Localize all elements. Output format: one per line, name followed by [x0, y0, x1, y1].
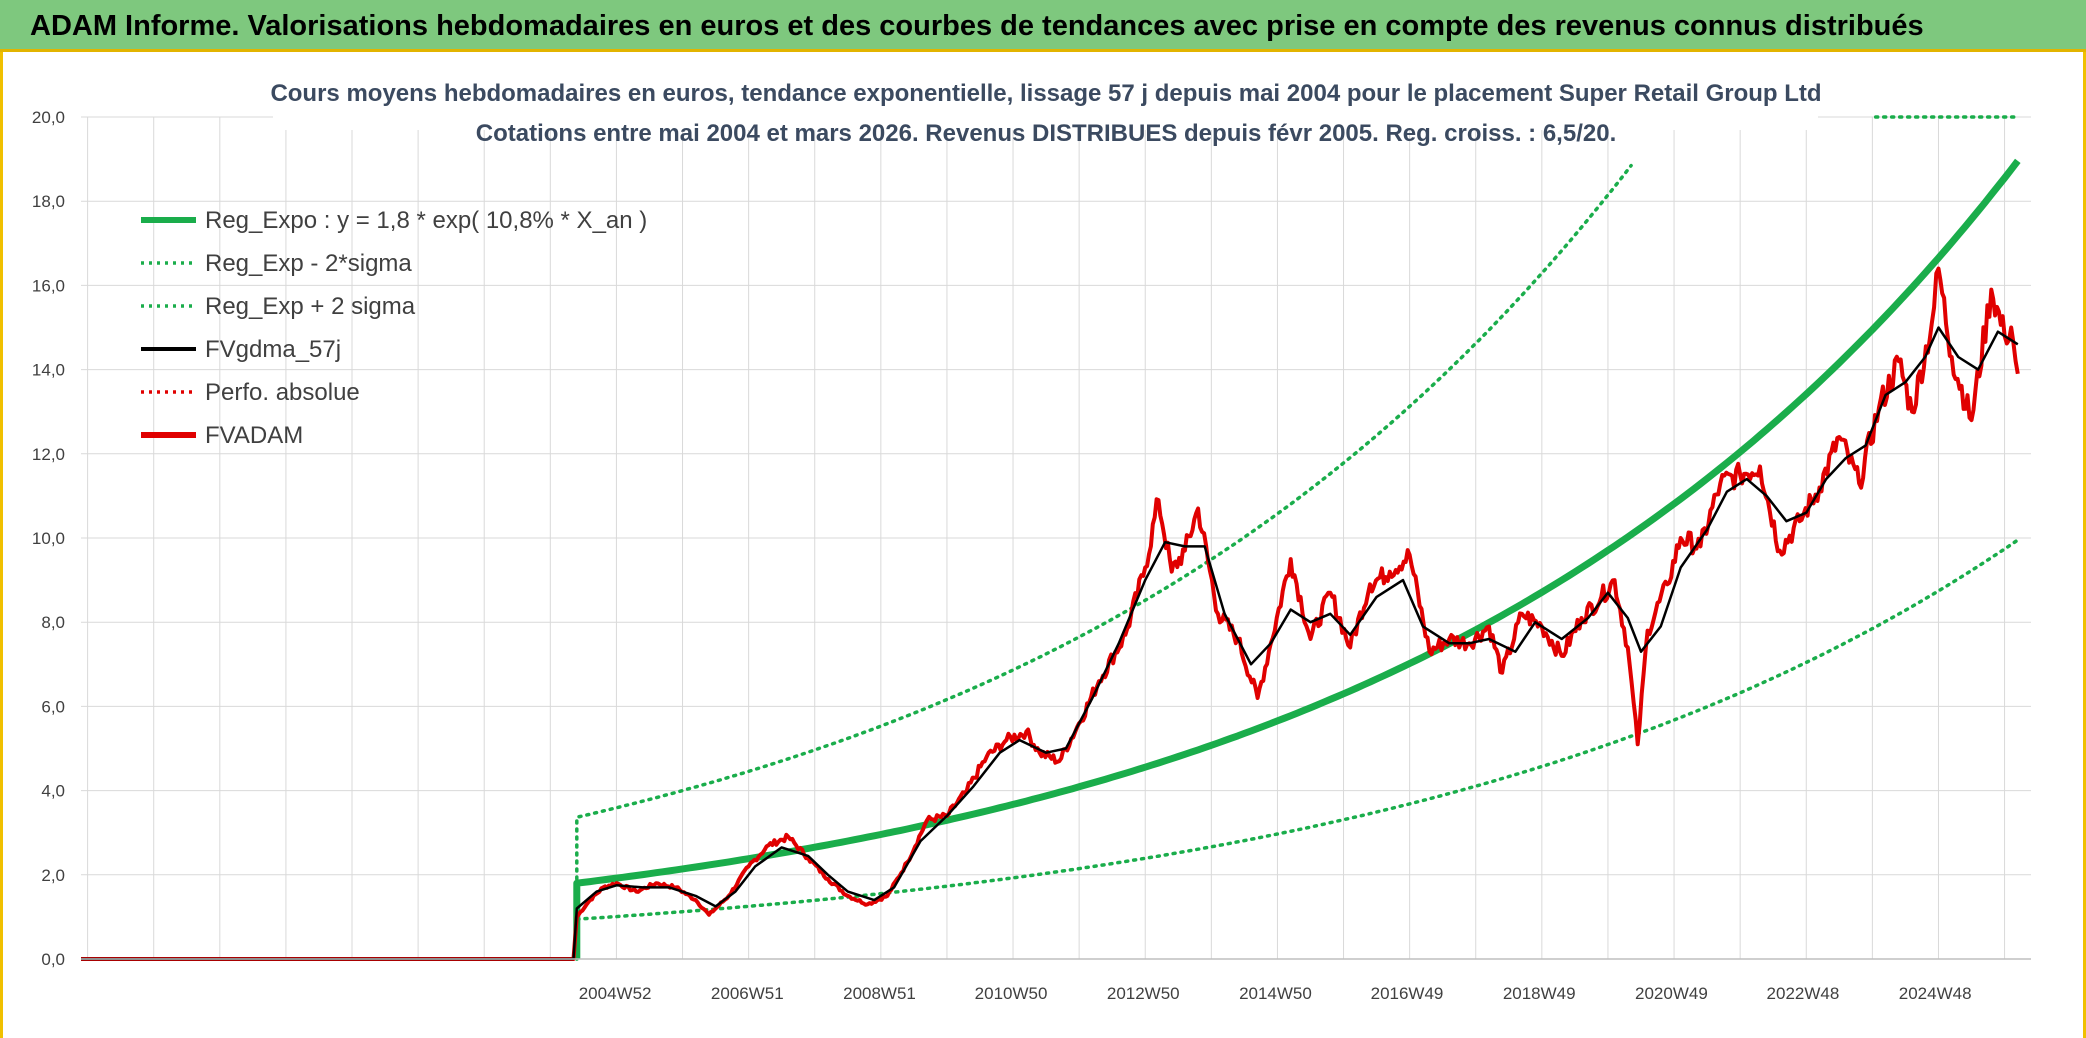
legend-label-gdma: FVgdma_57j: [205, 336, 341, 363]
series-reg-expo: [573, 158, 2021, 959]
series-fvgdma-57j: [81, 326, 2019, 961]
y-tick-label: 20,0: [32, 108, 65, 127]
x-tick-label: 2018W49: [1503, 984, 1576, 1003]
x-tick-label: 2024W48: [1899, 984, 1972, 1003]
y-tick-label: 8,0: [41, 613, 65, 632]
legend: Reg_Expo : y = 1,8 * exp( 10,8% * X_an )…: [141, 207, 647, 449]
y-tick-label: 16,0: [32, 276, 65, 295]
chart-title-background: [273, 60, 1818, 130]
x-tick-label: 2014W50: [1239, 984, 1312, 1003]
legend-label-perfo: Perfo. absolue: [205, 379, 360, 406]
series-group: [81, 115, 2021, 961]
x-tick-label: 2008W51: [843, 984, 916, 1003]
line-chart: Cours moyens hebdomadaires en euros, ten…: [32, 60, 2031, 1003]
x-tick-label: 2012W50: [1107, 984, 1180, 1003]
y-tick-label: 12,0: [32, 445, 65, 464]
x-tick-label: 2004W52: [579, 984, 652, 1003]
x-tick-label: 2016W49: [1371, 984, 1444, 1003]
chart-frame: Cours moyens hebdomadaires en euros, ten…: [0, 52, 2086, 1038]
y-tick-label: 4,0: [41, 782, 65, 801]
x-tick-label: 2010W50: [975, 984, 1048, 1003]
x-tick-label: 2022W48: [1767, 984, 1840, 1003]
x-tick-label: 2020W49: [1635, 984, 1708, 1003]
series-fvadam: [81, 266, 2020, 961]
y-tick-label: 14,0: [32, 361, 65, 380]
x-tick-label: 2006W51: [711, 984, 784, 1003]
y-tick-label: 18,0: [32, 192, 65, 211]
legend-label-reg: Reg_Expo : y = 1,8 * exp( 10,8% * X_an ): [205, 207, 647, 234]
chart-title: Cours moyens hebdomadaires en euros, ten…: [270, 60, 1822, 147]
y-tick-label: 0,0: [41, 950, 65, 969]
legend-label-adam: FVADAM: [205, 422, 303, 449]
grid-lines: [81, 116, 2031, 960]
y-tick-label: 6,0: [41, 697, 65, 716]
axes: 0,0 2,0 4,0 6,0 8,0 10,0 12,0 14,0 16,0 18,0 20,0 2…: [32, 108, 2031, 1003]
header-bar: ADAM Informe. Valorisations hebdomadaire…: [0, 0, 2086, 52]
legend-label-high: Reg_Exp + 2 sigma: [205, 293, 416, 320]
legend-label-low: Reg_Exp - 2*sigma: [205, 250, 412, 277]
page-title: ADAM Informe. Valorisations hebdomadaire…: [30, 10, 1924, 42]
y-tick-label: 10,0: [32, 529, 65, 548]
chart-title-line-1: Cours moyens hebdomadaires en euros, ten…: [270, 80, 1821, 107]
y-tick-label: 2,0: [41, 866, 65, 885]
chart-title-line-2: Cotations entre mai 2004 et mars 2026. R…: [476, 120, 1616, 147]
series-reg-exp-minus-2sigma: [575, 538, 2020, 961]
series-reg-exp-plus-2sigma: [575, 163, 1633, 961]
